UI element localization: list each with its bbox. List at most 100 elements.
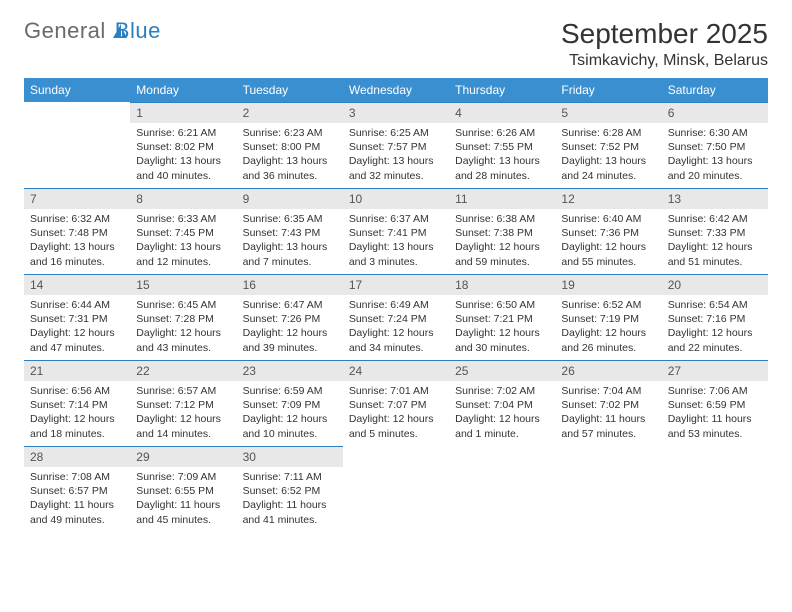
day-info: Sunrise: 6:54 AMSunset: 7:16 PMDaylight:… (662, 295, 768, 359)
day-info: Sunrise: 6:44 AMSunset: 7:31 PMDaylight:… (24, 295, 130, 359)
day-number: 26 (555, 360, 661, 381)
sunrise-text: Sunrise: 6:26 AM (455, 126, 549, 140)
day-info: Sunrise: 6:23 AMSunset: 8:00 PMDaylight:… (237, 123, 343, 187)
sunset-text: Sunset: 6:57 PM (30, 484, 124, 498)
day-info: Sunrise: 7:04 AMSunset: 7:02 PMDaylight:… (555, 381, 661, 445)
day-info: Sunrise: 6:35 AMSunset: 7:43 PMDaylight:… (237, 209, 343, 273)
day-info: Sunrise: 6:33 AMSunset: 7:45 PMDaylight:… (130, 209, 236, 273)
calendar-header: SundayMondayTuesdayWednesdayThursdayFrid… (24, 78, 768, 102)
sunset-text: Sunset: 7:14 PM (30, 398, 124, 412)
sunset-text: Sunset: 7:52 PM (561, 140, 655, 154)
brand-part1: General (24, 18, 106, 44)
daylight-text: Daylight: 13 hours and 12 minutes. (136, 240, 230, 268)
sunrise-text: Sunrise: 6:44 AM (30, 298, 124, 312)
day-number: 30 (237, 446, 343, 467)
calendar-week: 21Sunrise: 6:56 AMSunset: 7:14 PMDayligh… (24, 360, 768, 446)
sunrise-text: Sunrise: 6:37 AM (349, 212, 443, 226)
day-info: Sunrise: 6:28 AMSunset: 7:52 PMDaylight:… (555, 123, 661, 187)
day-info: Sunrise: 7:02 AMSunset: 7:04 PMDaylight:… (449, 381, 555, 445)
day-number: 28 (24, 446, 130, 467)
calendar-cell: 6Sunrise: 6:30 AMSunset: 7:50 PMDaylight… (662, 102, 768, 188)
brand-part2: Blue (115, 18, 161, 44)
day-header: Monday (130, 78, 236, 102)
sunset-text: Sunset: 6:59 PM (668, 398, 762, 412)
title-block: September 2025 Tsimkavichy, Minsk, Belar… (561, 18, 768, 70)
calendar-cell: 12Sunrise: 6:40 AMSunset: 7:36 PMDayligh… (555, 188, 661, 274)
sunset-text: Sunset: 7:41 PM (349, 226, 443, 240)
sunrise-text: Sunrise: 7:01 AM (349, 384, 443, 398)
day-info: Sunrise: 6:49 AMSunset: 7:24 PMDaylight:… (343, 295, 449, 359)
sunrise-text: Sunrise: 6:52 AM (561, 298, 655, 312)
sunrise-text: Sunrise: 6:33 AM (136, 212, 230, 226)
calendar-cell: 21Sunrise: 6:56 AMSunset: 7:14 PMDayligh… (24, 360, 130, 446)
daylight-text: Daylight: 13 hours and 20 minutes. (668, 154, 762, 182)
day-header: Friday (555, 78, 661, 102)
calendar-cell: 25Sunrise: 7:02 AMSunset: 7:04 PMDayligh… (449, 360, 555, 446)
calendar-cell: .. (24, 102, 130, 188)
sunrise-text: Sunrise: 6:50 AM (455, 298, 549, 312)
daylight-text: Daylight: 12 hours and 39 minutes. (243, 326, 337, 354)
sunset-text: Sunset: 7:45 PM (136, 226, 230, 240)
day-info: Sunrise: 6:59 AMSunset: 7:09 PMDaylight:… (237, 381, 343, 445)
sunrise-text: Sunrise: 6:38 AM (455, 212, 549, 226)
daylight-text: Daylight: 12 hours and 1 minute. (455, 412, 549, 440)
day-info: Sunrise: 6:26 AMSunset: 7:55 PMDaylight:… (449, 123, 555, 187)
location-text: Tsimkavichy, Minsk, Belarus (561, 52, 768, 70)
sunrise-text: Sunrise: 6:47 AM (243, 298, 337, 312)
sunset-text: Sunset: 7:26 PM (243, 312, 337, 326)
daylight-text: Daylight: 12 hours and 34 minutes. (349, 326, 443, 354)
day-number: 3 (343, 102, 449, 123)
calendar-cell: 3Sunrise: 6:25 AMSunset: 7:57 PMDaylight… (343, 102, 449, 188)
calendar-cell: 2Sunrise: 6:23 AMSunset: 8:00 PMDaylight… (237, 102, 343, 188)
day-number: 13 (662, 188, 768, 209)
daylight-text: Daylight: 12 hours and 55 minutes. (561, 240, 655, 268)
day-info: Sunrise: 7:01 AMSunset: 7:07 PMDaylight:… (343, 381, 449, 445)
sunrise-text: Sunrise: 6:45 AM (136, 298, 230, 312)
sunrise-text: Sunrise: 6:49 AM (349, 298, 443, 312)
daylight-text: Daylight: 11 hours and 49 minutes. (30, 498, 124, 526)
sunset-text: Sunset: 7:28 PM (136, 312, 230, 326)
daylight-text: Daylight: 13 hours and 3 minutes. (349, 240, 443, 268)
calendar-cell: 20Sunrise: 6:54 AMSunset: 7:16 PMDayligh… (662, 274, 768, 360)
calendar-cell: 7Sunrise: 6:32 AMSunset: 7:48 PMDaylight… (24, 188, 130, 274)
day-number: 27 (662, 360, 768, 381)
daylight-text: Daylight: 11 hours and 53 minutes. (668, 412, 762, 440)
day-number: 9 (237, 188, 343, 209)
day-number: 14 (24, 274, 130, 295)
calendar-cell: .. (662, 446, 768, 532)
calendar-cell: 26Sunrise: 7:04 AMSunset: 7:02 PMDayligh… (555, 360, 661, 446)
day-number: 10 (343, 188, 449, 209)
daylight-text: Daylight: 12 hours and 43 minutes. (136, 326, 230, 354)
day-info: Sunrise: 6:52 AMSunset: 7:19 PMDaylight:… (555, 295, 661, 359)
day-info: Sunrise: 7:11 AMSunset: 6:52 PMDaylight:… (237, 467, 343, 531)
day-header: Tuesday (237, 78, 343, 102)
day-info: Sunrise: 6:38 AMSunset: 7:38 PMDaylight:… (449, 209, 555, 273)
brand-logo: General Blue (24, 18, 161, 44)
sunrise-text: Sunrise: 6:59 AM (243, 384, 337, 398)
day-number: 18 (449, 274, 555, 295)
sunrise-text: Sunrise: 7:04 AM (561, 384, 655, 398)
calendar-cell: 13Sunrise: 6:42 AMSunset: 7:33 PMDayligh… (662, 188, 768, 274)
day-number: 11 (449, 188, 555, 209)
sunrise-text: Sunrise: 7:02 AM (455, 384, 549, 398)
sunrise-text: Sunrise: 6:32 AM (30, 212, 124, 226)
day-info: Sunrise: 6:57 AMSunset: 7:12 PMDaylight:… (130, 381, 236, 445)
sunrise-text: Sunrise: 6:21 AM (136, 126, 230, 140)
sunset-text: Sunset: 7:55 PM (455, 140, 549, 154)
sunset-text: Sunset: 7:16 PM (668, 312, 762, 326)
calendar-body: ..1Sunrise: 6:21 AMSunset: 8:02 PMDaylig… (24, 102, 768, 532)
sunrise-text: Sunrise: 6:40 AM (561, 212, 655, 226)
daylight-text: Daylight: 12 hours and 30 minutes. (455, 326, 549, 354)
sunset-text: Sunset: 7:38 PM (455, 226, 549, 240)
calendar-cell: .. (449, 446, 555, 532)
day-number: 8 (130, 188, 236, 209)
day-number: 7 (24, 188, 130, 209)
calendar-week: 14Sunrise: 6:44 AMSunset: 7:31 PMDayligh… (24, 274, 768, 360)
sunset-text: Sunset: 7:50 PM (668, 140, 762, 154)
day-info: Sunrise: 6:50 AMSunset: 7:21 PMDaylight:… (449, 295, 555, 359)
day-info: Sunrise: 6:47 AMSunset: 7:26 PMDaylight:… (237, 295, 343, 359)
daylight-text: Daylight: 12 hours and 51 minutes. (668, 240, 762, 268)
sunset-text: Sunset: 7:33 PM (668, 226, 762, 240)
calendar-cell: 27Sunrise: 7:06 AMSunset: 6:59 PMDayligh… (662, 360, 768, 446)
day-number: 20 (662, 274, 768, 295)
